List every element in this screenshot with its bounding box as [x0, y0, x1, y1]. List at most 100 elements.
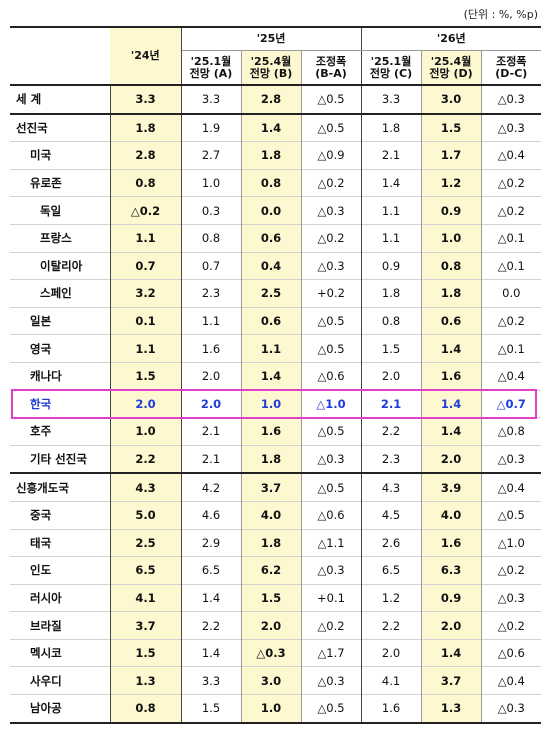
value-25-jan: 6.5: [181, 556, 241, 585]
value-26-apr: 1.4: [420, 334, 482, 363]
row-name: 독일: [10, 196, 110, 225]
value-25-jan: 2.1: [181, 417, 241, 446]
value-25-jan: 2.0: [181, 389, 241, 418]
adjust-26: △0.4: [480, 361, 542, 391]
value-24: 0.8: [109, 168, 182, 197]
header-blank: [10, 26, 110, 86]
adjust-26: △0.2: [480, 168, 542, 197]
adjust-25: △1.7: [300, 638, 362, 667]
table-row: 일본 0.1 1.1 0.6 △0.5 0.8 0.6 △0.2: [10, 306, 542, 335]
header-col-ba: 조정폭 (B-A): [300, 50, 362, 86]
value-26-jan: 2.2: [360, 417, 422, 446]
value-26-apr: 3.0: [420, 84, 482, 114]
value-25-jan: 4.6: [181, 500, 241, 529]
value-25-apr: 1.5: [240, 583, 301, 612]
value-26-apr: 4.0: [420, 500, 482, 529]
value-26-jan: 0.8: [360, 306, 422, 335]
value-24: 0.7: [109, 251, 182, 280]
row-name: 선진국: [10, 112, 110, 142]
value-25-jan: 1.5: [181, 694, 241, 723]
header-year-26: '26년: [360, 26, 542, 51]
unit-note: (단위 : %, %p): [463, 8, 538, 21]
value-26-apr: 1.6: [420, 361, 482, 391]
value-25-apr: 1.0: [240, 389, 301, 418]
adjust-26: △0.5: [480, 500, 542, 529]
value-24: 2.8: [109, 141, 182, 170]
row-name: 영국: [10, 334, 110, 363]
table-row: 스페인 3.2 2.3 2.5 +0.2 1.8 1.8 0.0: [10, 279, 542, 308]
value-26-apr: 0.8: [420, 251, 482, 280]
table-row: 중국 5.0 4.6 4.0 △0.6 4.5 4.0 △0.5: [10, 500, 542, 529]
row-name: 이탈리아: [10, 251, 110, 280]
value-26-apr: 1.6: [420, 528, 482, 557]
value-25-jan: 2.0: [181, 361, 241, 391]
value-24: 4.1: [109, 583, 182, 612]
value-25-apr: 1.8: [240, 528, 301, 557]
row-name: 일본: [10, 306, 110, 335]
value-25-apr: 3.0: [240, 666, 301, 695]
value-26-jan: 4.3: [360, 472, 422, 502]
value-24: 4.3: [109, 472, 182, 502]
adjust-26: △0.2: [480, 611, 542, 640]
value-26-apr: 2.0: [420, 444, 482, 474]
value-25-jan: 4.2: [181, 472, 241, 502]
table-row: 사우디 1.3 3.3 3.0 △0.3 4.1 3.7 △0.4: [10, 666, 542, 695]
value-26-apr: 0.9: [420, 583, 482, 612]
header-col-d: '25.4월 전망 (D): [420, 50, 482, 86]
table-body: 세 계 3.3 3.3 2.8 △0.5 3.3 3.0 △0.3 선진국 1.8 1.9 1.4 △0…: [10, 84, 542, 723]
value-25-jan: 2.2: [181, 611, 241, 640]
value-25-jan: 1.6: [181, 334, 241, 363]
adjust-26: △0.8: [480, 417, 542, 446]
table-row: 신흥개도국 4.3 4.2 3.7 △0.5 4.3 3.9 △0.4: [10, 472, 542, 502]
adjust-26: 0.0: [480, 279, 542, 308]
table-row: 프랑스 1.1 0.8 0.6 △0.2 1.1 1.0 △0.1: [10, 223, 542, 253]
table-row: 영국 1.1 1.6 1.1 △0.5 1.5 1.4 △0.1: [10, 334, 542, 363]
table-row: 선진국 1.8 1.9 1.4 △0.5 1.8 1.5 △0.3: [10, 112, 542, 142]
value-26-jan: 2.2: [360, 611, 422, 640]
value-25-apr: 0.6: [240, 306, 301, 335]
value-26-apr: 1.5: [420, 112, 482, 142]
value-24: 2.2: [109, 444, 182, 474]
value-26-apr: 3.7: [420, 666, 482, 695]
value-26-jan: 2.3: [360, 444, 422, 474]
value-26-jan: 1.8: [360, 279, 422, 308]
value-26-jan: 2.0: [360, 361, 422, 391]
row-name: 러시아: [10, 583, 110, 612]
value-26-jan: 1.2: [360, 583, 422, 612]
value-25-apr: 1.1: [240, 334, 301, 363]
row-name: 신흥개도국: [10, 472, 110, 502]
value-24: 1.0: [109, 417, 182, 446]
value-25-jan: 0.8: [181, 223, 241, 253]
adjust-26: △0.3: [480, 444, 542, 474]
adjust-25: △0.3: [300, 444, 362, 474]
value-26-apr: 1.7: [420, 141, 482, 170]
value-26-apr: 2.0: [420, 611, 482, 640]
adjust-26: △0.2: [480, 196, 542, 225]
adjust-26: △1.0: [480, 528, 542, 557]
value-25-apr: 2.0: [240, 611, 301, 640]
value-25-jan: 2.7: [181, 141, 241, 170]
value-26-jan: 1.6: [360, 694, 422, 723]
value-24: 3.2: [109, 279, 182, 308]
value-24: 1.1: [109, 334, 182, 363]
value-26-jan: 0.9: [360, 251, 422, 280]
row-name: 사우디: [10, 666, 110, 695]
table-row: 유로존 0.8 1.0 0.8 △0.2 1.4 1.2 △0.2: [10, 168, 542, 197]
adjust-25: △0.3: [300, 251, 362, 280]
value-26-apr: 1.4: [420, 638, 482, 667]
value-25-jan: 0.3: [181, 196, 241, 225]
adjust-25: △0.9: [300, 141, 362, 170]
value-24: 2.5: [109, 528, 182, 557]
value-26-jan: 1.5: [360, 334, 422, 363]
adjust-26: △0.1: [480, 251, 542, 280]
adjust-25: △0.5: [300, 472, 362, 502]
adjust-26: △0.3: [480, 112, 542, 142]
table-row: 세 계 3.3 3.3 2.8 △0.5 3.3 3.0 △0.3: [10, 84, 542, 114]
table-row: 한국 2.0 2.0 1.0 △1.0 2.1 1.4 △0.7: [10, 389, 542, 418]
value-26-apr: 0.9: [420, 196, 482, 225]
row-name: 스페인: [10, 279, 110, 308]
header-col-c: '25.1월 전망 (C): [360, 50, 422, 86]
value-26-jan: 1.1: [360, 196, 422, 225]
row-name: 남아공: [10, 694, 110, 723]
value-25-jan: 0.7: [181, 251, 241, 280]
